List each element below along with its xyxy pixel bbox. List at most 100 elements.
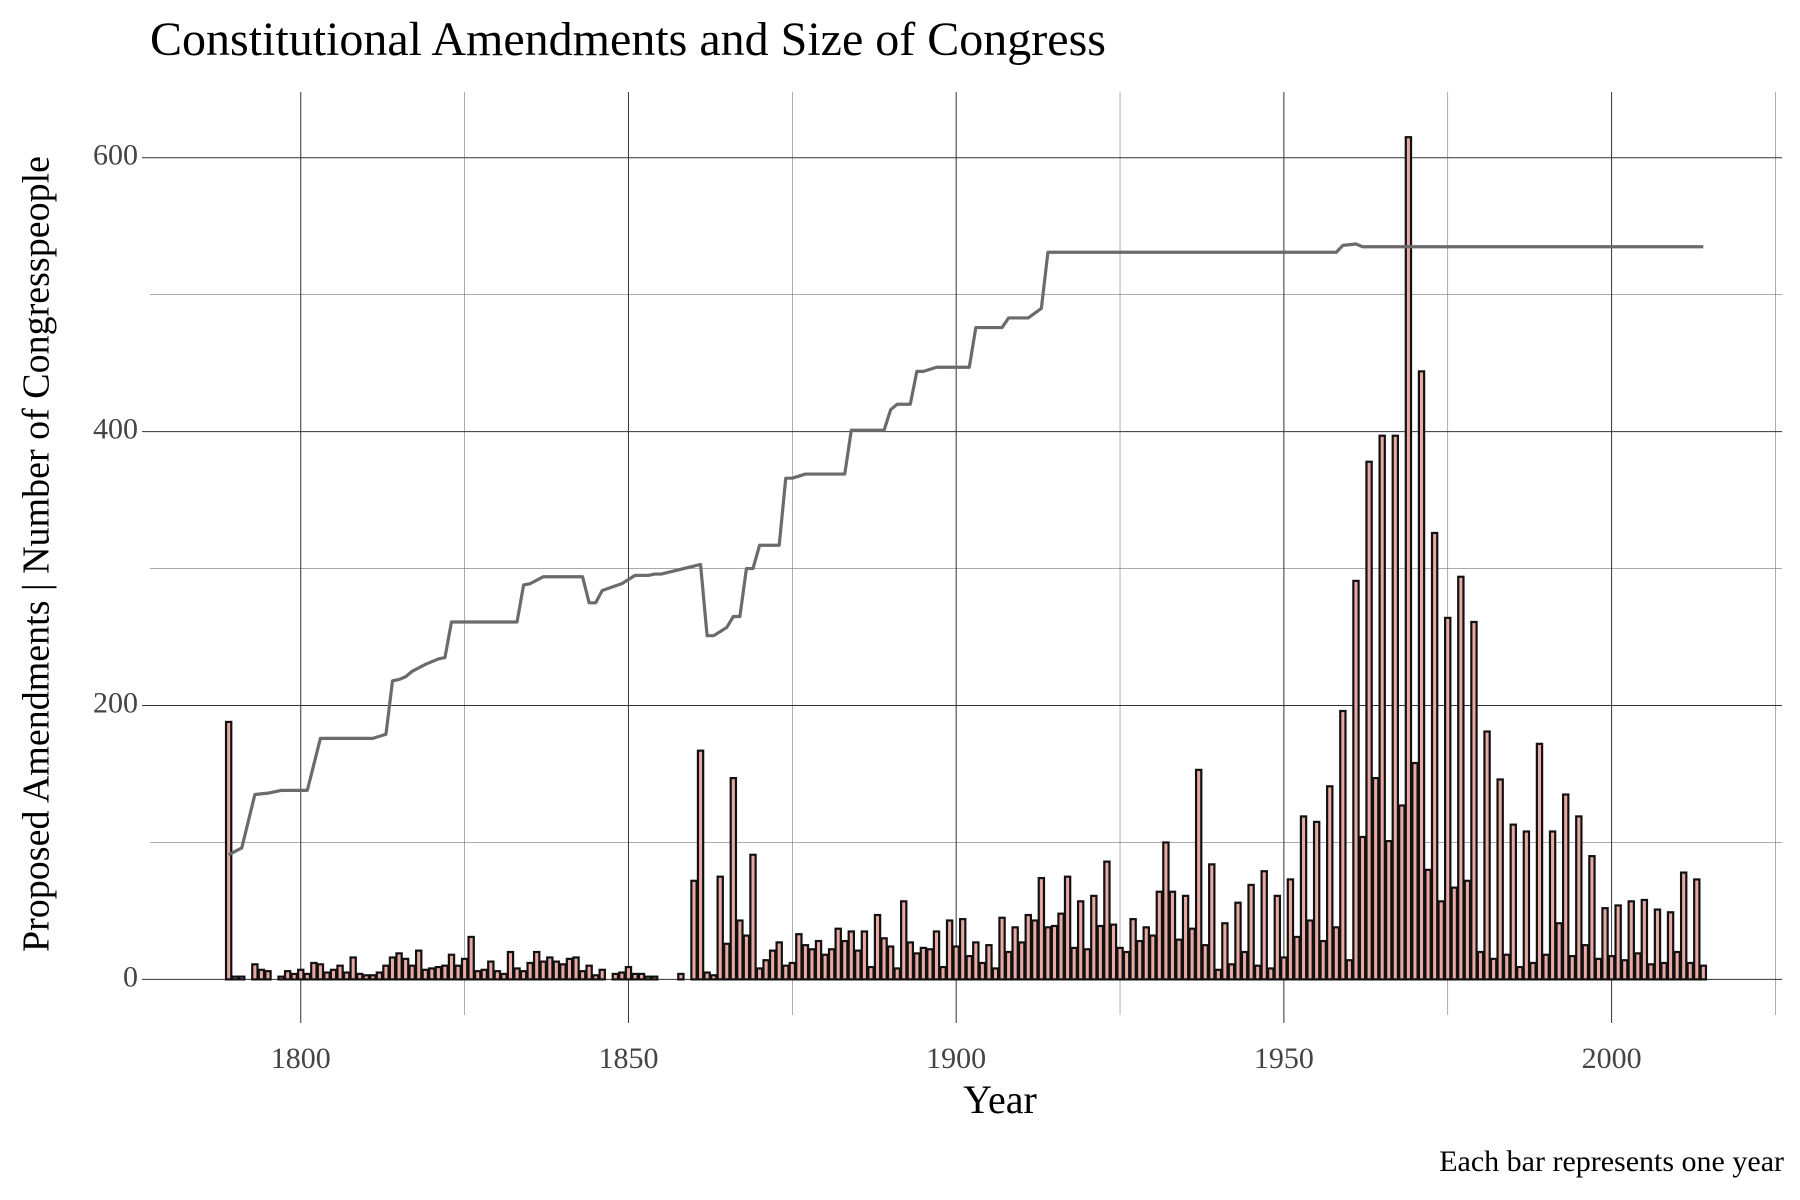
bar [624, 965, 633, 981]
bar [1548, 830, 1557, 981]
bar [808, 948, 816, 981]
bar [1044, 926, 1052, 981]
bar [618, 971, 626, 981]
bar [447, 953, 456, 981]
bar [316, 963, 325, 981]
bar [552, 960, 561, 981]
bar [473, 970, 482, 981]
bar [559, 963, 567, 981]
x-tick-label: 1900 [926, 1042, 986, 1075]
bar [847, 930, 856, 981]
bar [854, 949, 862, 981]
bar [1175, 938, 1183, 981]
bar [1057, 912, 1065, 981]
bar [827, 948, 836, 981]
bar [591, 974, 600, 981]
bar [913, 952, 921, 981]
bar [578, 970, 587, 981]
bar [500, 972, 508, 981]
bar [1194, 768, 1203, 981]
bar [1326, 785, 1334, 981]
bar [487, 960, 495, 981]
bar [1280, 956, 1288, 981]
bar [1299, 815, 1308, 981]
bar [526, 961, 534, 981]
bar [1063, 875, 1072, 981]
bar [1227, 963, 1236, 981]
bar [709, 974, 718, 981]
bar [631, 972, 639, 981]
bar [1188, 927, 1196, 981]
bar [716, 875, 724, 981]
bar [1457, 575, 1465, 981]
bar [860, 930, 869, 981]
bar [1581, 944, 1590, 981]
bar [985, 944, 993, 981]
bar [231, 975, 239, 981]
bar [388, 956, 397, 981]
bar [1096, 924, 1105, 981]
bar [873, 913, 882, 981]
bar [1496, 778, 1504, 981]
bar [1103, 860, 1111, 981]
bar [336, 964, 344, 981]
bar [1620, 959, 1629, 981]
bar [821, 953, 829, 981]
x-tick-label: 1800 [271, 1042, 331, 1075]
caption: Each bar represents one year [1439, 1145, 1784, 1178]
y-axis-label: Proposed Amendments | Number of Congress… [16, 156, 58, 952]
bar [546, 956, 554, 981]
y-tick-label: 200 [93, 686, 138, 719]
bar [467, 935, 475, 981]
bar [1155, 890, 1164, 981]
x-tick-label: 2000 [1582, 1042, 1642, 1075]
bar [1208, 863, 1216, 981]
bar [1489, 957, 1498, 981]
bar [1503, 953, 1511, 981]
bar [644, 975, 652, 981]
bar [650, 975, 659, 981]
bar [867, 965, 875, 981]
bar [1516, 965, 1524, 981]
bar [900, 900, 908, 981]
bar [565, 957, 574, 981]
bar [421, 968, 429, 981]
bar [238, 975, 246, 981]
bar [795, 933, 803, 981]
bar [408, 964, 416, 981]
bar [1535, 742, 1544, 981]
bar [945, 919, 954, 981]
bar [1221, 922, 1229, 981]
bar [329, 968, 338, 981]
bar [1411, 761, 1419, 981]
bar [1555, 922, 1563, 981]
bar [251, 963, 259, 981]
bar [1122, 950, 1131, 981]
bar [1214, 968, 1223, 981]
bar [729, 776, 738, 981]
bar [369, 974, 377, 981]
bar [1135, 939, 1144, 981]
bar [1404, 136, 1413, 981]
bar [1365, 460, 1373, 981]
bar [978, 961, 987, 981]
bar [1031, 919, 1039, 981]
bar [919, 946, 928, 981]
bar [1260, 870, 1268, 981]
bar [1345, 959, 1354, 981]
bar [749, 853, 757, 981]
bar [454, 964, 462, 981]
bar [1162, 841, 1170, 981]
bar [493, 970, 502, 981]
bar [1679, 871, 1688, 981]
bar [1522, 830, 1531, 981]
bar [1398, 804, 1406, 981]
bar [775, 941, 783, 981]
bar [932, 930, 941, 981]
bar [1699, 964, 1708, 981]
bar [736, 919, 744, 981]
bar [1601, 907, 1609, 981]
bar [1686, 961, 1694, 981]
bar [998, 916, 1006, 981]
bar [1430, 531, 1439, 981]
